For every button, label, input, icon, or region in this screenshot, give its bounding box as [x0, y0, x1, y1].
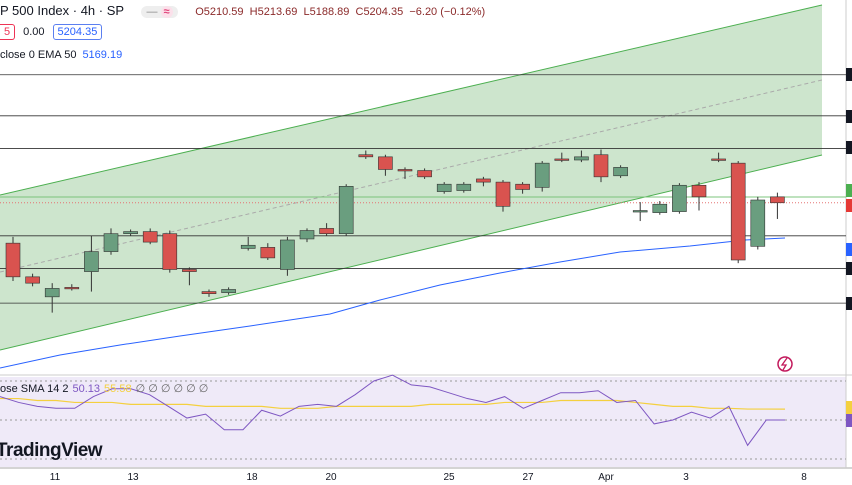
lightning-icon [777, 356, 793, 372]
candle-down [358, 154, 374, 158]
channel-fill [0, 5, 822, 350]
candle-up [44, 288, 60, 298]
candle-down [711, 158, 726, 161]
candle-up [652, 203, 668, 213]
candle-up [436, 183, 452, 192]
price-tag [846, 68, 852, 81]
candle-up [240, 244, 256, 249]
candle-down [142, 231, 158, 243]
candle-up [84, 251, 99, 272]
lightning-icon [780, 357, 788, 371]
rsi-sma-value: 55.58 [104, 383, 132, 395]
x-tick: 8 [801, 472, 807, 483]
candle-down [554, 158, 570, 161]
symbol-legend: P 500 Index · 4h · SP — ≈ O5210.59 H5213… [0, 3, 485, 18]
candle-down [417, 170, 432, 178]
candle-up [574, 156, 589, 161]
x-tick: 3 [683, 472, 689, 483]
candle-up [750, 199, 766, 247]
sell-button[interactable]: 5 [0, 24, 16, 40]
candle-down [201, 291, 217, 294]
rsi-line [0, 374, 785, 447]
high-value: H5213.69 [249, 6, 298, 18]
rsi-tag [846, 414, 852, 427]
spread-value: 0.00 [23, 26, 45, 38]
x-tick: 13 [127, 472, 139, 483]
candle-up [299, 230, 315, 240]
candle-down [476, 178, 491, 183]
candle-up [672, 184, 687, 212]
candle-down [593, 154, 609, 178]
candle-down [495, 181, 511, 207]
price-tag [846, 262, 852, 275]
candle-down [64, 287, 80, 290]
price-tag [846, 141, 852, 154]
candle-down [397, 169, 413, 172]
candle-up [123, 231, 138, 234]
price-tag [846, 297, 852, 310]
candle-up [221, 289, 236, 293]
candle-down [25, 276, 40, 284]
candle-down [5, 242, 21, 278]
x-tick: 20 [325, 472, 337, 483]
candle-down [260, 247, 276, 259]
open-value: O5210.59 [195, 6, 244, 18]
ema-label: close 0 EMA 50 [0, 49, 77, 61]
candle-down [770, 196, 785, 204]
trade-buttons: 5 0.00 5204.35 [0, 24, 110, 40]
change-value: −6.20 (−0.12%) [409, 6, 486, 18]
symbol-title[interactable]: P 500 Index · 4h · SP [0, 3, 124, 18]
candle-down [515, 183, 530, 190]
collapse-icon[interactable]: — [146, 6, 158, 18]
ema-50-line [0, 237, 786, 369]
candle-up [456, 183, 472, 191]
channel-median-line [0, 79, 823, 273]
buy-button[interactable]: 5204.35 [52, 24, 103, 40]
candle-down [319, 228, 334, 234]
price-tag [846, 184, 852, 197]
rsi-legend[interactable]: ose SMA 14 2 50.13 55.58 ∅ ∅ ∅ ∅ ∅ ∅ [0, 382, 208, 395]
tradingview-logo[interactable]: TradingView [0, 440, 103, 461]
rsi-value: 50.13 [72, 383, 101, 395]
x-tick: 25 [443, 472, 455, 483]
candle-up [338, 186, 354, 234]
rsi-empty-values: ∅ ∅ ∅ ∅ ∅ ∅ [135, 383, 209, 395]
low-value: L5188.89 [303, 6, 350, 18]
close-value: C5204.35 [355, 6, 404, 18]
rsi-sma-line [0, 397, 786, 410]
price-tag [846, 110, 852, 123]
x-tick: 11 [49, 472, 61, 483]
candle-down [182, 269, 197, 272]
channel-upper-line [0, 4, 823, 196]
wave-icon[interactable]: ≈ [160, 6, 173, 18]
price-tag [846, 199, 852, 212]
candle-up [632, 210, 648, 213]
candle-up [280, 239, 295, 270]
ema-legend[interactable]: close 0 EMA 50 5169.19 [0, 49, 122, 61]
rsi-label: ose SMA 14 2 [0, 383, 69, 395]
candle-up [613, 167, 628, 177]
price-tag [846, 243, 852, 256]
candle-down [691, 184, 707, 198]
candle-down [162, 233, 178, 270]
legend-toggle[interactable]: — ≈ [141, 6, 178, 18]
candle-down [730, 162, 746, 261]
candle-up [534, 162, 550, 188]
candle-down [378, 156, 393, 170]
ema-value: 5169.19 [82, 49, 123, 61]
rsi-sma-tag [846, 401, 852, 414]
x-tick: 18 [246, 472, 258, 483]
x-tick: 27 [522, 472, 534, 483]
x-tick: Apr [598, 472, 614, 483]
candle-up [103, 233, 119, 252]
